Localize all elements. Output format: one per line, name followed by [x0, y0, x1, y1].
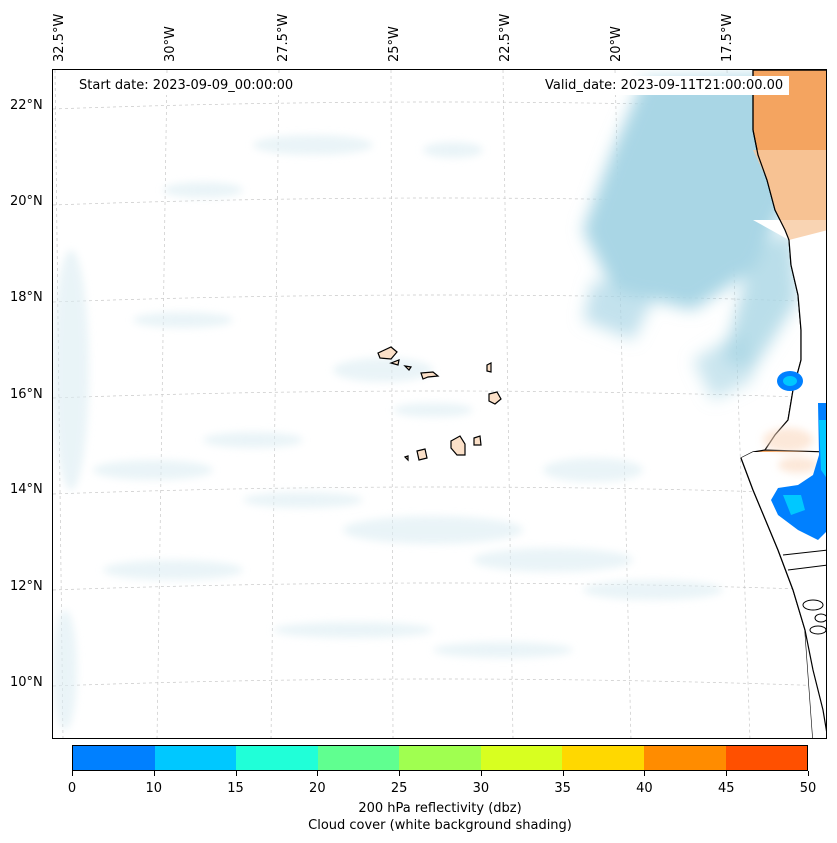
colorbar-segment	[562, 746, 644, 770]
colorbar	[72, 745, 808, 771]
colorbar-tick-label: 0	[67, 781, 77, 796]
cloud-cover	[53, 135, 723, 730]
colorbar-tick-label: 10	[145, 781, 163, 796]
reflectivity-patches	[771, 371, 826, 540]
colorbar-tick-label: 20	[309, 781, 326, 796]
colorbar-segment	[725, 746, 808, 770]
cape-verde-islands	[377, 346, 502, 462]
colorbar-tick-label: 30	[472, 781, 490, 796]
colorbar-tick-label: 40	[636, 781, 653, 796]
colorbar-tick-mark	[235, 771, 237, 776]
lon-label-27-5w: 27.5°W	[276, 13, 291, 62]
colorbar-tick-label: 25	[390, 781, 408, 796]
colorbar-segment	[643, 746, 726, 770]
colorbar-segment	[154, 746, 237, 770]
colorbar-segment	[480, 746, 563, 770]
lat-label-20n: 20°N	[10, 194, 43, 209]
lat-label-18n: 18°N	[10, 290, 43, 305]
lon-label-30w: 30°W	[163, 26, 178, 62]
colorbar-segment	[317, 746, 400, 770]
lat-label-14n: 14°N	[10, 482, 43, 497]
colorbar-tick-mark	[480, 771, 482, 776]
colorbar-segment	[399, 746, 481, 770]
lon-label-32-5w: 32.5°W	[52, 13, 67, 62]
map-canvas	[53, 70, 826, 738]
lon-label-22-5w: 22.5°W	[498, 13, 513, 62]
lon-label-25w: 25°W	[387, 26, 402, 62]
colorbar-tick-mark	[72, 771, 73, 776]
colorbar-label: 200 hPa reflectivity (dbz)	[358, 801, 522, 816]
colorbar-tick-mark	[317, 771, 319, 776]
colorbar-segment	[236, 746, 318, 770]
map-panel: Start date: 2023-09-09_00:00:00 Valid_da…	[52, 69, 827, 739]
lat-label-10n: 10°N	[10, 675, 43, 690]
colorbar-segment	[73, 746, 155, 770]
colorbar-sublabel: Cloud cover (white background shading)	[308, 818, 572, 833]
dense-cloud-cover	[583, 75, 798, 400]
lat-label-16n: 16°N	[10, 387, 43, 402]
lat-label-12n: 12°N	[10, 579, 43, 594]
colorbar-tick-label: 15	[227, 781, 244, 796]
colorbar-tick-mark	[808, 771, 809, 776]
start-date-label: Start date: 2023-09-09_00:00:00	[73, 76, 300, 95]
colorbar-tick-mark	[726, 771, 728, 776]
colorbar-tick-label: 35	[554, 781, 571, 796]
lon-label-20w: 20°W	[609, 26, 624, 62]
colorbar-tick-label: 50	[799, 781, 817, 796]
colorbar-tick-label: 45	[717, 781, 735, 796]
colorbar-tick-mark	[644, 771, 646, 776]
lon-label-17-5w: 17.5°W	[720, 13, 735, 62]
valid-date-label: Valid_date: 2023-09-11T21:00:00.00	[539, 76, 790, 95]
colorbar-tick-mark	[399, 771, 401, 776]
colorbar-tick-mark	[562, 771, 564, 776]
colorbar-tick-mark	[153, 771, 155, 776]
lat-label-22n: 22°N	[10, 98, 43, 113]
coastal-shading	[763, 428, 818, 473]
